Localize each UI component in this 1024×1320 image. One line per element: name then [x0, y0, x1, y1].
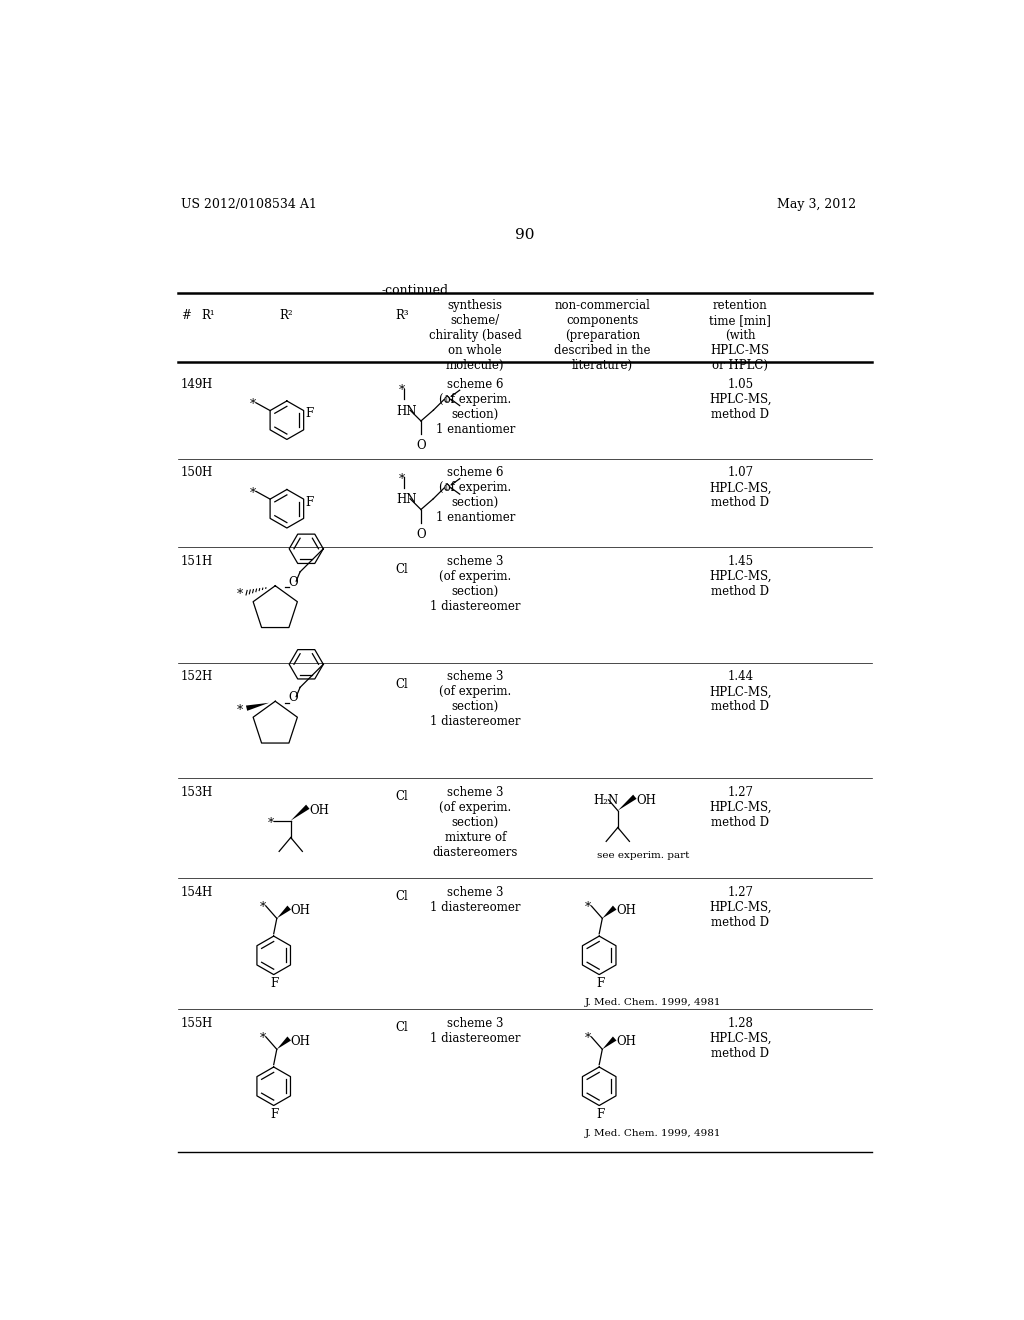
Text: F: F: [305, 408, 313, 421]
Text: *: *: [267, 817, 273, 830]
Text: H: H: [202, 1016, 212, 1030]
Text: H: H: [202, 466, 212, 479]
Text: J. Med. Chem. 1999, 4981: J. Med. Chem. 1999, 4981: [586, 1129, 722, 1138]
Text: *: *: [250, 487, 256, 500]
Text: F: F: [270, 977, 279, 990]
Text: F: F: [305, 496, 313, 510]
Text: 1.07
HPLC-MS,
method D: 1.07 HPLC-MS, method D: [709, 466, 771, 510]
Text: F: F: [596, 977, 604, 990]
Text: 1.28
HPLC-MS,
method D: 1.28 HPLC-MS, method D: [709, 1016, 771, 1060]
Text: scheme 6
(of experim.
section)
1 enantiomer: scheme 6 (of experim. section) 1 enantio…: [435, 378, 515, 436]
Text: H: H: [202, 378, 212, 391]
Text: OH: OH: [309, 804, 330, 817]
Text: N: N: [445, 483, 454, 492]
Polygon shape: [602, 906, 616, 919]
Text: retention
time [min]
(with
HPLC-MS
or HPLC): retention time [min] (with HPLC-MS or HP…: [710, 300, 771, 372]
Text: O: O: [417, 528, 426, 541]
Text: *: *: [238, 589, 244, 601]
Text: 149: 149: [180, 378, 203, 391]
Text: OH: OH: [291, 904, 310, 917]
Polygon shape: [291, 805, 309, 821]
Text: *: *: [260, 902, 266, 915]
Text: -continued: -continued: [381, 284, 449, 297]
Text: #: #: [180, 309, 190, 322]
Text: HN: HN: [396, 405, 417, 418]
Text: *: *: [250, 399, 256, 412]
Text: see experim. part: see experim. part: [597, 851, 689, 861]
Text: scheme 6
(of experim.
section)
1 enantiomer: scheme 6 (of experim. section) 1 enantio…: [435, 466, 515, 524]
Text: *: *: [586, 902, 592, 915]
Text: 90: 90: [515, 227, 535, 242]
Text: F: F: [270, 1107, 279, 1121]
Text: 152: 152: [180, 671, 203, 684]
Text: H: H: [202, 886, 212, 899]
Polygon shape: [246, 702, 269, 710]
Text: H: H: [202, 554, 212, 568]
Text: R¹: R¹: [202, 309, 215, 322]
Text: 155: 155: [180, 1016, 203, 1030]
Text: O: O: [417, 440, 426, 453]
Text: F: F: [596, 1107, 604, 1121]
Text: N: N: [445, 395, 454, 404]
Text: US 2012/0108534 A1: US 2012/0108534 A1: [180, 198, 316, 211]
Text: May 3, 2012: May 3, 2012: [777, 198, 856, 211]
Polygon shape: [276, 1036, 291, 1049]
Text: *: *: [399, 384, 406, 397]
Text: 1.45
HPLC-MS,
method D: 1.45 HPLC-MS, method D: [709, 554, 771, 598]
Text: Cl: Cl: [395, 562, 409, 576]
Text: O: O: [289, 576, 298, 589]
Text: 1.05
HPLC-MS,
method D: 1.05 HPLC-MS, method D: [709, 378, 771, 421]
Text: scheme 3
(of experim.
section)
1 diastereomer: scheme 3 (of experim. section) 1 diaster…: [430, 671, 520, 729]
Text: *: *: [260, 1032, 266, 1045]
Polygon shape: [602, 1036, 616, 1049]
Text: J. Med. Chem. 1999, 4981: J. Med. Chem. 1999, 4981: [586, 998, 722, 1007]
Text: 154: 154: [180, 886, 203, 899]
Text: H: H: [202, 785, 212, 799]
Text: OH: OH: [616, 1035, 636, 1048]
Text: H: H: [202, 671, 212, 684]
Text: OH: OH: [616, 904, 636, 917]
Text: *: *: [586, 1032, 592, 1045]
Text: H₂N: H₂N: [593, 793, 618, 807]
Text: *: *: [238, 704, 244, 717]
Text: 1.44
HPLC-MS,
method D: 1.44 HPLC-MS, method D: [709, 671, 771, 713]
Text: Cl: Cl: [395, 789, 409, 803]
Text: R³: R³: [395, 309, 409, 322]
Text: 150: 150: [180, 466, 203, 479]
Polygon shape: [617, 795, 637, 810]
Polygon shape: [276, 906, 291, 919]
Text: *: *: [399, 473, 406, 486]
Text: 1.27
HPLC-MS,
method D: 1.27 HPLC-MS, method D: [709, 785, 771, 829]
Text: scheme 3
(of experim.
section)
mixture of
diastereomers: scheme 3 (of experim. section) mixture o…: [432, 785, 518, 859]
Text: Cl: Cl: [395, 890, 409, 903]
Text: synthesis
scheme/
chirality (based
on whole
molecule): synthesis scheme/ chirality (based on wh…: [429, 300, 521, 372]
Text: scheme 3
1 diastereomer: scheme 3 1 diastereomer: [430, 1016, 520, 1045]
Text: HN: HN: [396, 494, 417, 507]
Text: OH: OH: [291, 1035, 310, 1048]
Text: Cl: Cl: [395, 1020, 409, 1034]
Text: O: O: [289, 692, 298, 705]
Text: scheme 3
(of experim.
section)
1 diastereomer: scheme 3 (of experim. section) 1 diaster…: [430, 554, 520, 612]
Text: R²: R²: [280, 309, 293, 322]
Text: OH: OH: [636, 793, 656, 807]
Text: 153: 153: [180, 785, 203, 799]
Text: scheme 3
1 diastereomer: scheme 3 1 diastereomer: [430, 886, 520, 913]
Text: Cl: Cl: [395, 678, 409, 692]
Text: 151: 151: [180, 554, 203, 568]
Text: non-commercial
components
(preparation
described in the
literature): non-commercial components (preparation d…: [554, 300, 650, 372]
Text: 1.27
HPLC-MS,
method D: 1.27 HPLC-MS, method D: [709, 886, 771, 929]
